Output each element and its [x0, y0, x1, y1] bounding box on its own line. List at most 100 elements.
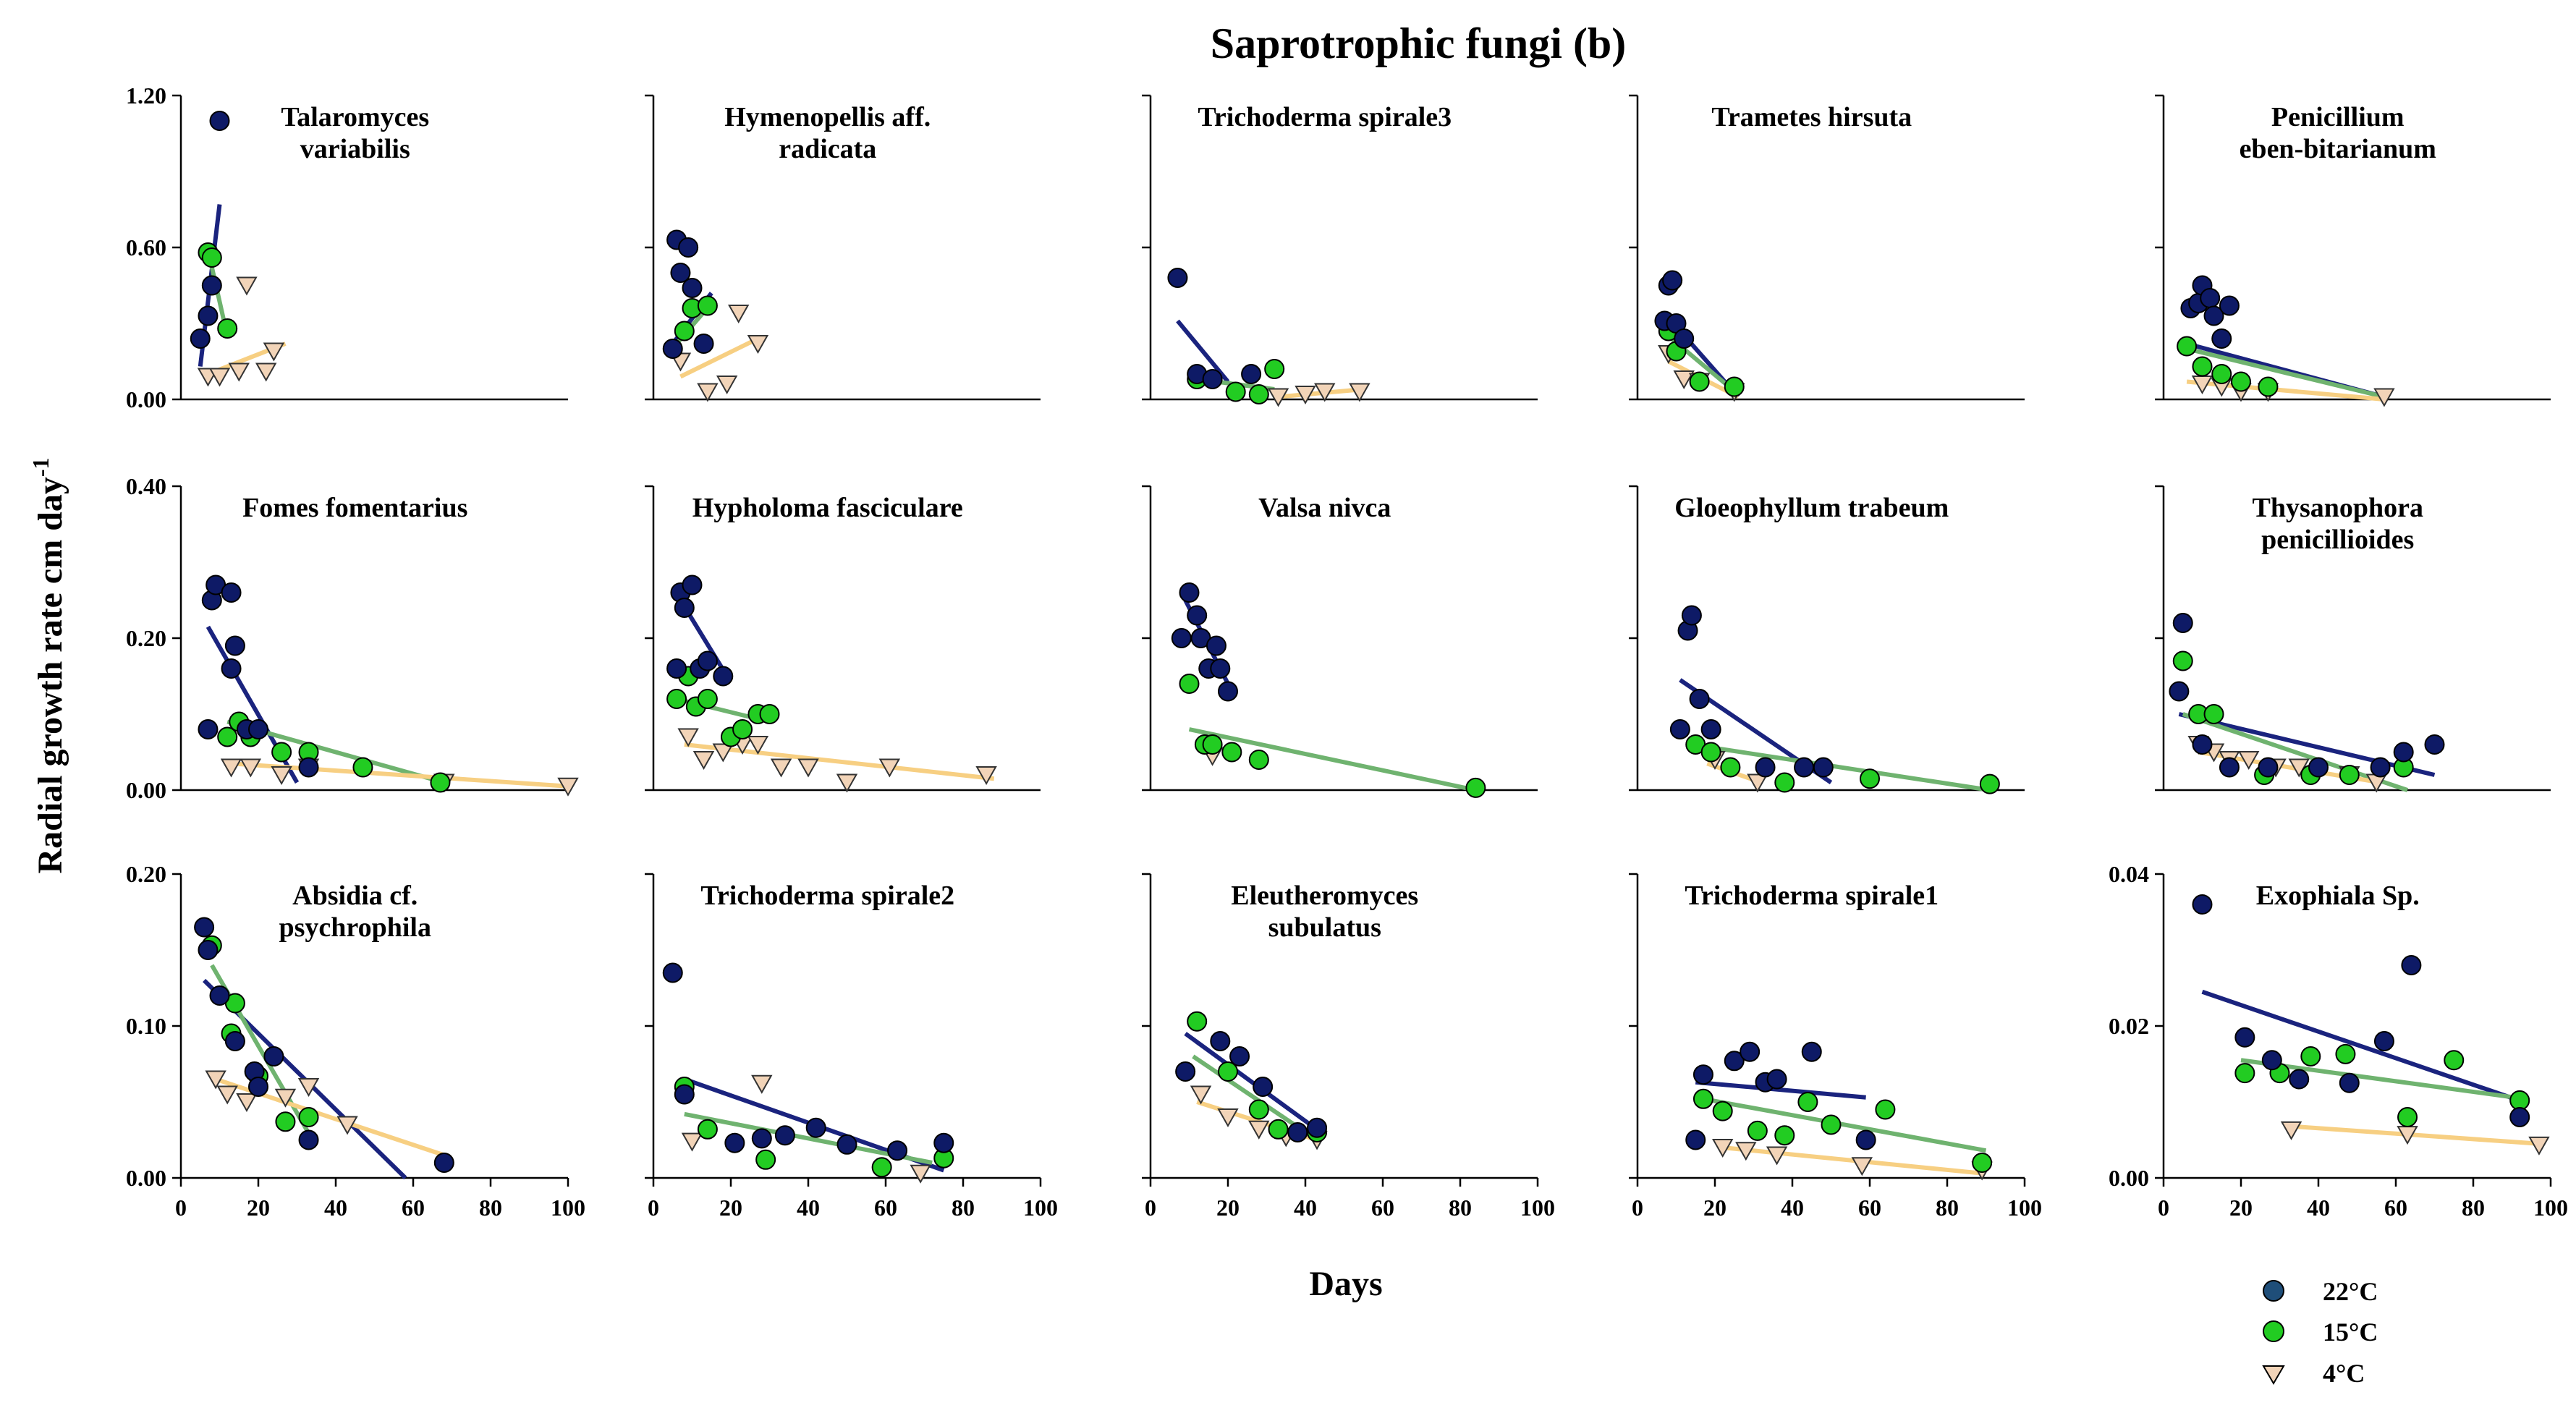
point-4c [236, 276, 258, 296]
point-15c [1860, 768, 1880, 789]
y-tick-label: 0.00 [126, 1165, 166, 1191]
x-tick-label: 20 [1703, 1195, 1726, 1221]
point-22c [1206, 635, 1226, 656]
point-15c [755, 1149, 776, 1170]
point-22c [2373, 1031, 2394, 1051]
point-22c [1253, 1077, 1274, 1097]
point-4c [712, 743, 734, 763]
x-tick-label: 20 [1216, 1195, 1240, 1221]
point-4c [747, 335, 769, 355]
point-15c [1712, 1100, 1733, 1121]
point-22c [1689, 689, 1710, 709]
point-22c [674, 1084, 695, 1105]
y-axis-label-exponent: -1 [27, 457, 54, 477]
point-4c [878, 758, 901, 778]
point-15c [2444, 1050, 2465, 1071]
point-4c [1673, 370, 1695, 390]
legend-marker-15c [2263, 1320, 2284, 1342]
panel-4: Trametes hirsuta [1629, 94, 2025, 402]
x-tick-label: 60 [874, 1195, 897, 1221]
point-22c [209, 985, 230, 1006]
panel-title: Trametes hirsuta [1711, 102, 1912, 132]
panel-12: 0 20 40 60 80 100 Trichoderma spirale2 [645, 873, 1058, 1221]
x-tick-label: 40 [1294, 1195, 1317, 1221]
point-15c [2177, 336, 2198, 357]
panel-title: Hymenopellis aff. [724, 102, 931, 132]
legend-marker-22c [2263, 1280, 2284, 1302]
point-22c [1229, 1046, 1250, 1066]
point-15c [352, 757, 373, 778]
y-axis-label: Radial growth rate cm day-1 [27, 457, 69, 873]
point-22c [1794, 757, 1815, 778]
point-22c [2219, 295, 2240, 316]
point-22c [887, 1140, 908, 1161]
point-22c [697, 650, 718, 671]
panel-title: Exophiala Sp. [2256, 881, 2420, 911]
y-tick-label: 0.02 [2109, 1013, 2149, 1039]
point-4c [1267, 388, 1289, 407]
point-22c [2211, 328, 2232, 349]
x-tick-label: 60 [1858, 1195, 1881, 1221]
point-15c [1179, 674, 1200, 694]
panel-title: Eleutheromyces [1231, 881, 1418, 911]
point-22c [263, 1046, 284, 1066]
x-tick-label: 80 [952, 1195, 975, 1221]
point-4c [236, 1093, 258, 1113]
point-22c [2234, 1027, 2255, 1048]
x-tick-label: 40 [1781, 1195, 1804, 1221]
point-15c [271, 742, 292, 763]
point-15c [217, 726, 238, 747]
point-15c [2172, 650, 2193, 671]
point-15c [2258, 376, 2279, 397]
point-22c [248, 1077, 268, 1097]
point-22c [2308, 757, 2329, 778]
y-tick-label: 0.40 [126, 473, 166, 499]
x-tick-label: 20 [2229, 1195, 2253, 1221]
point-22c [805, 1117, 826, 1138]
point-15c [1268, 1119, 1289, 1140]
point-22c [1179, 582, 1200, 603]
panel-title: Fomes fomentarius [242, 493, 467, 523]
x-tick-label: 0 [1632, 1195, 1643, 1221]
point-15c [1821, 1114, 1842, 1135]
point-4c [1295, 386, 1316, 405]
point-15c [732, 719, 753, 739]
point-22c [194, 917, 215, 938]
point-15c [430, 772, 451, 793]
point-22c [836, 1134, 857, 1155]
fit-line-15c [1691, 742, 1991, 792]
point-4c [1711, 1139, 1734, 1158]
point-22c [221, 582, 242, 603]
x-tick-label: 60 [2384, 1195, 2407, 1221]
fit-line-15c [1188, 727, 1477, 792]
point-22c [2339, 1072, 2360, 1093]
point-4c [836, 773, 858, 793]
panel-2: Hymenopellis aff.radicata [645, 94, 1041, 402]
point-22c [2200, 288, 2221, 308]
point-22c [209, 111, 230, 131]
point-22c [933, 1132, 954, 1153]
point-15c [1692, 1088, 1713, 1109]
point-22c [1662, 270, 1683, 291]
point-15c [1700, 742, 1721, 763]
point-4c [727, 305, 750, 324]
point-4c [208, 368, 231, 387]
panel-7: Hypholoma fasciculare [645, 485, 1041, 793]
point-22c [2192, 894, 2213, 915]
point-4c [557, 777, 579, 797]
fit-line-15c [2186, 347, 2385, 399]
fit-line-22c [1695, 1080, 1866, 1100]
point-4c [2373, 388, 2395, 407]
fit-line-22c [1176, 319, 1230, 383]
panel-title: Thysanophora [2252, 493, 2423, 523]
point-22c [724, 1132, 745, 1153]
point-15c [697, 295, 718, 316]
point-22c [1755, 757, 1776, 778]
point-4c [2237, 751, 2260, 771]
legend-label-4c: 4°C [2323, 1359, 2365, 1388]
point-4c [216, 1085, 238, 1105]
point-15c [2335, 1043, 2356, 1064]
point-4c [1314, 383, 1336, 402]
